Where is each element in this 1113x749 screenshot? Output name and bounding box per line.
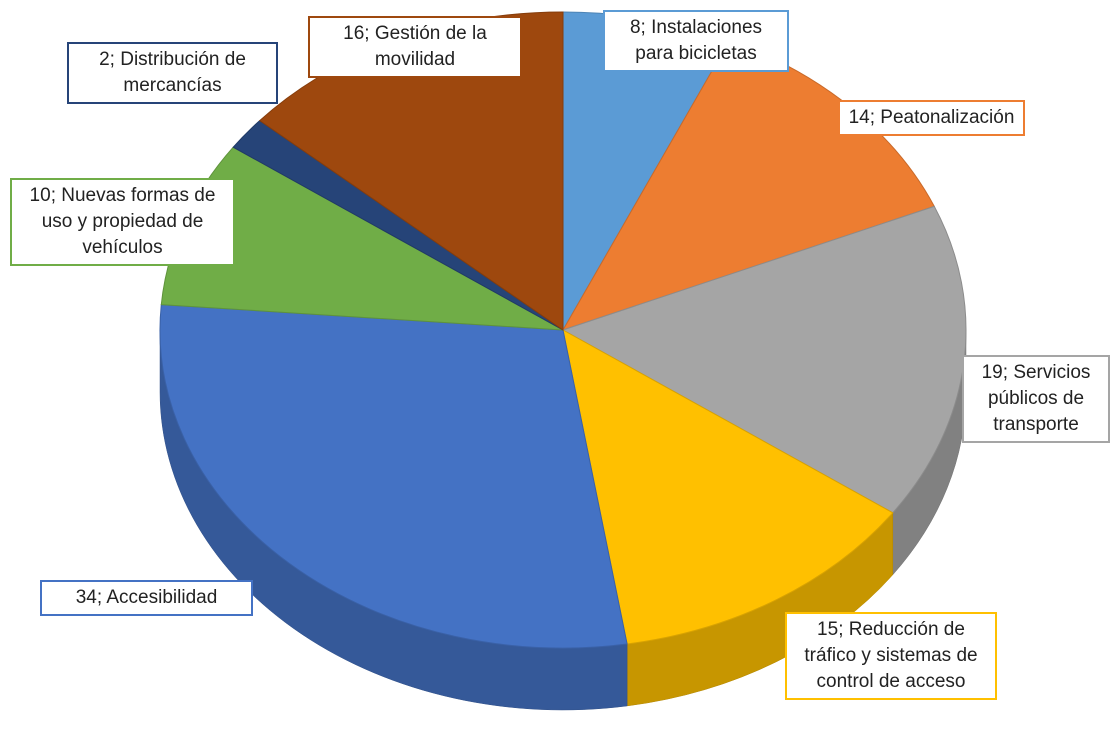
- label-value: 10: [29, 185, 51, 206]
- label-name: Peatonalización: [880, 107, 1015, 128]
- label-separator: ;: [109, 49, 121, 70]
- data-label: 10; Nuevas formas de uso y propiedad de …: [10, 178, 235, 266]
- label-separator: ;: [96, 587, 107, 608]
- label-value: 14: [848, 107, 870, 128]
- data-label: 19; Servicios públicos de transporte: [962, 355, 1110, 443]
- data-label: 14; Peatonalización: [838, 100, 1025, 136]
- label-separator: ;: [50, 185, 62, 206]
- label-name: Reducción de tráfico y sistemas de contr…: [804, 619, 978, 692]
- data-label: 15; Reducción de tráfico y sistemas de c…: [785, 612, 997, 700]
- data-label: 34; Accesibilidad: [40, 580, 253, 616]
- label-separator: ;: [1002, 362, 1014, 383]
- label-value: 34: [75, 587, 97, 608]
- label-name: Servicios públicos de transporte: [987, 362, 1091, 435]
- label-name: Gestión de la movilidad: [374, 23, 487, 70]
- label-value: 8: [629, 17, 641, 38]
- slice: [562, 329, 894, 645]
- label-separator: ;: [869, 107, 881, 128]
- label-name: Nuevas formas de uso y propiedad de vehí…: [41, 185, 216, 258]
- data-label: 2; Distribución de mercancías: [67, 42, 278, 104]
- label-name: Distribución de mercancías: [120, 49, 246, 96]
- label-value: 15: [817, 619, 839, 640]
- label-separator: ;: [364, 23, 375, 44]
- slice: [159, 304, 628, 649]
- label-name: Instalaciones para bicicletas: [635, 17, 763, 64]
- data-label: 16; Gestión de la movilidad: [308, 16, 522, 78]
- label-name: Accesibilidad: [106, 587, 218, 608]
- label-separator: ;: [640, 17, 652, 38]
- data-label: 8; Instalaciones para bicicletas: [603, 10, 789, 72]
- label-separator: ;: [838, 619, 849, 640]
- label-value: 19: [981, 362, 1003, 383]
- label-value: 2: [99, 49, 110, 70]
- label-value: 16: [343, 23, 365, 44]
